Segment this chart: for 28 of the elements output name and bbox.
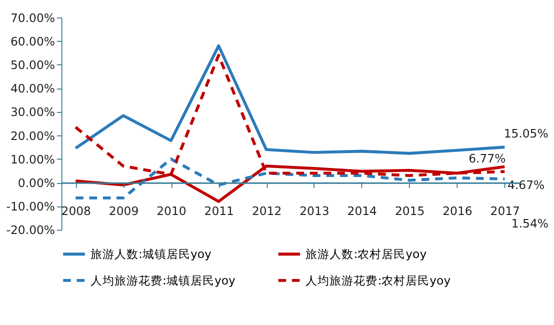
legend-label: 旅游人数:农村居民yoy xyxy=(306,247,427,262)
data-label: 1.54% xyxy=(511,216,549,231)
x-tick-label: 2015 xyxy=(394,204,425,218)
y-tick-label: 70.00% xyxy=(10,10,56,25)
x-tick-label: 2013 xyxy=(300,204,330,218)
y-tick-label: 20.00% xyxy=(10,128,56,143)
data-label: 15.05% xyxy=(504,126,548,140)
x-tick-label: 2017 xyxy=(490,204,520,218)
x-tick-label: 2009 xyxy=(108,204,139,218)
x-tick-label: 2012 xyxy=(252,204,282,218)
data-label: 4.67% xyxy=(508,178,545,192)
y-tick-label: 30.00% xyxy=(10,105,56,120)
y-tick-label: -10.00% xyxy=(6,200,56,214)
y-tick-label: 60.00% xyxy=(10,34,56,48)
y-tick-label: -20.00% xyxy=(6,223,56,238)
x-tick-label: 2014 xyxy=(347,204,377,218)
legend-label: 人均旅游花费:农村居民yoy xyxy=(306,273,451,288)
y-tick-label: 40.00% xyxy=(10,82,56,96)
x-tick-label: 2016 xyxy=(442,204,472,218)
y-tick-label: 50.00% xyxy=(10,58,56,72)
line-series xyxy=(74,44,506,155)
legend-label: 旅游人数:城镇居民yoy xyxy=(90,247,212,262)
y-tick-label: 10.00% xyxy=(10,152,56,166)
x-tick-label: 2011 xyxy=(204,204,234,218)
legend-label: 人均旅游花费:城镇居民yoy xyxy=(90,273,236,288)
x-tick-label: 2010 xyxy=(156,204,186,218)
data-label: 6.77% xyxy=(468,152,506,166)
y-tick-label: 0.00% xyxy=(18,176,56,190)
